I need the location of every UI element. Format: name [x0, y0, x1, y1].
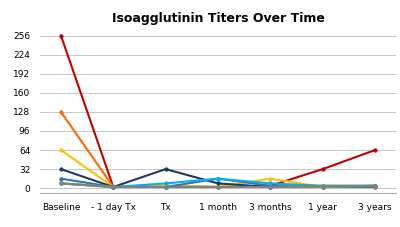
- Title: Isoagglutinin Titers Over Time: Isoagglutinin Titers Over Time: [112, 12, 324, 25]
